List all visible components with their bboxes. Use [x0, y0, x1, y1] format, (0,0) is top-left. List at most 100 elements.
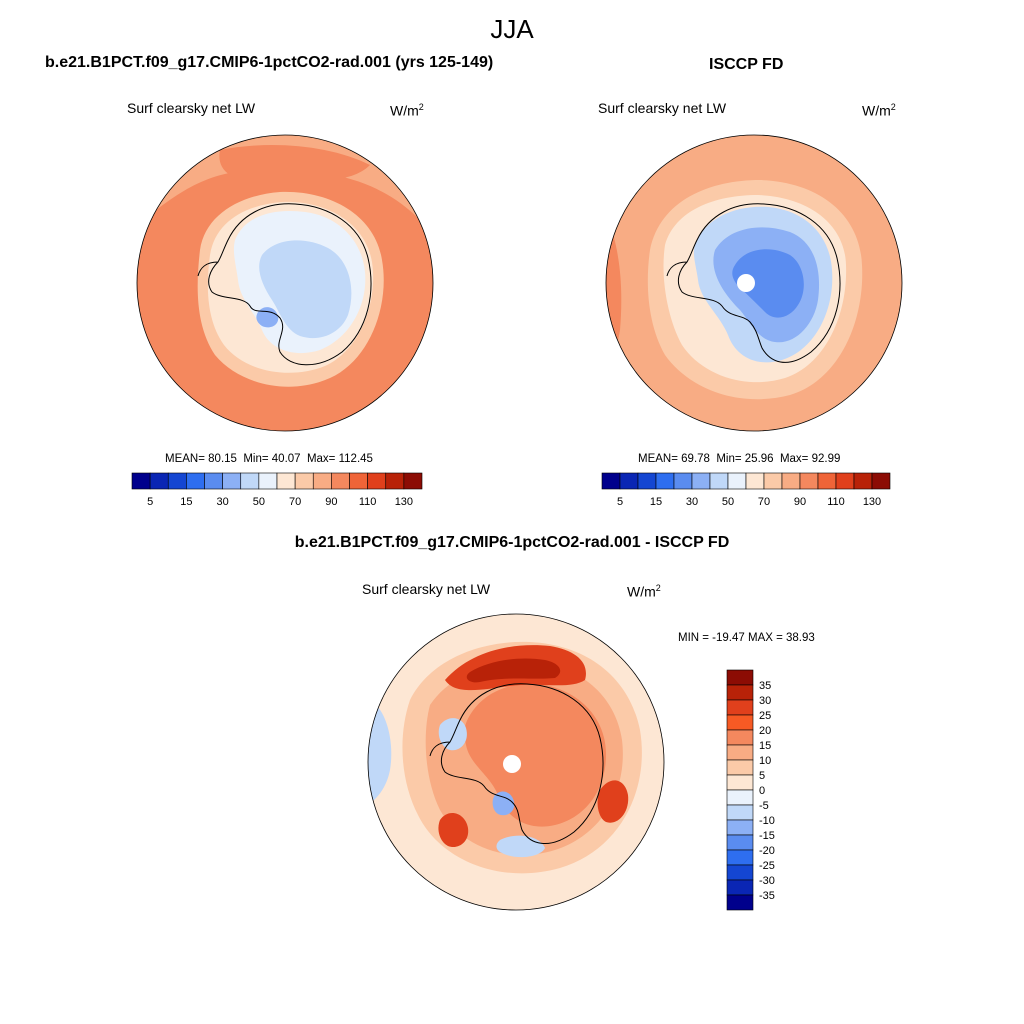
map-right-coastline: [666, 203, 841, 363]
map-left-warm-north: [219, 145, 370, 183]
colorbar-right-tick-label: 15: [650, 496, 662, 508]
panel-diff-variable: Surf clearsky net LW: [362, 581, 491, 597]
colorbar-diff-tick-label: 10: [759, 755, 771, 767]
colorbar-right-tick-label: 5: [617, 496, 623, 508]
colorbar-left-swatch: [331, 472, 350, 490]
colorbar-left-tick-label: 50: [253, 496, 265, 508]
colorbar-diff-tick-label: -10: [759, 815, 775, 827]
panel-right-title: ISCCP FD: [709, 56, 784, 73]
colorbar-right-tick-label: 90: [794, 496, 806, 508]
colorbar-left-tick-label: 15: [180, 496, 192, 508]
map-left: [137, 135, 433, 431]
colorbar-right-tick-label: 110: [827, 496, 845, 508]
panel-left-stats: MEAN= 80.15 Min= 40.07 Max= 112.45: [165, 453, 373, 465]
colorbar-left-swatch: [240, 472, 260, 490]
colorbar-left-tick-label: 70: [289, 496, 301, 508]
colorbar-diff-tick-label: -5: [759, 800, 769, 812]
map-diff-hot-east: [597, 780, 629, 823]
map-diff-coastline: [429, 683, 604, 845]
map-diff-warm-interior: [464, 683, 607, 827]
panel-diff-units: W/m2: [627, 583, 661, 600]
map-right-border: [605, 134, 903, 432]
colorbar-diff-tick-label: -35: [759, 890, 775, 902]
colorbar-left-swatch: [312, 472, 332, 490]
colorbar-right: 5 15 30 50 70 90 110 130: [601, 472, 891, 508]
colorbar-right-swatch: [871, 472, 891, 490]
colorbar-diff-tick-label: -30: [759, 875, 775, 887]
colorbar-left-swatch: [276, 472, 296, 490]
colorbar-left-tick-label: 110: [359, 496, 377, 508]
panel-diff-stats: MIN = -19.47 MAX = 38.93: [678, 632, 815, 644]
colorbar-left-swatch: [131, 472, 151, 490]
colorbar-diff: 35 30 25 20 15 10 5 0 -5 -10 -15 -20 -25 -30 -35: [726, 669, 775, 911]
colorbar-right-swatch: [637, 472, 657, 490]
map-left-ice-blue: [259, 240, 352, 339]
colorbar-diff-swatch: [726, 684, 754, 701]
colorbar-right-swatch: [799, 472, 819, 490]
colorbar-right-swatch: [601, 472, 621, 490]
colorbar-left-swatch: [294, 472, 314, 490]
colorbar-diff-tick-label: 0: [759, 785, 765, 797]
colorbar-diff-swatch: [726, 714, 754, 731]
colorbar-diff-swatch: [726, 849, 754, 866]
colorbar-right-swatch: [691, 472, 711, 490]
map-diff-border: [367, 613, 665, 911]
colorbar-right-tick-label: 30: [686, 496, 698, 508]
map-right-ice-deep: [732, 249, 804, 318]
colorbar-diff-swatch: [726, 864, 754, 881]
colorbar-right-swatch: [619, 472, 639, 490]
map-diff-blue-ross: [492, 791, 515, 816]
colorbar-left-swatch: [222, 472, 242, 490]
colorbar-diff-swatch: [726, 699, 754, 716]
map-diff-blue-west: [368, 700, 392, 805]
colorbar-diff-swatch: [726, 669, 754, 686]
colorbar-right-swatch: [781, 472, 801, 490]
panel-left-variable: Surf clearsky net LW: [127, 100, 256, 116]
colorbar-diff-swatch: [726, 834, 754, 851]
map-diff-hot-core: [466, 658, 561, 683]
season-title: JJA: [490, 14, 534, 44]
panel-left-units: W/m2: [390, 102, 424, 119]
colorbar-diff-swatch: [726, 759, 754, 776]
colorbar-right-swatch: [835, 472, 855, 490]
colorbar-left-swatch: [385, 472, 405, 490]
colorbar-left-swatch: [258, 472, 278, 490]
panel-right-units: W/m2: [862, 102, 896, 119]
colorbar-diff-swatch: [726, 894, 754, 911]
colorbar-left-swatch: [186, 472, 205, 490]
colorbar-diff-swatch: [726, 789, 754, 806]
colorbar-left-tick-label: 130: [395, 496, 413, 508]
colorbar-diff-tick-label: 15: [759, 740, 771, 752]
panel-right-variable: Surf clearsky net LW: [598, 100, 727, 116]
colorbar-right-swatch: [763, 472, 783, 490]
colorbar-diff-tick-label: -25: [759, 860, 775, 872]
colorbar-left-swatch: [167, 472, 187, 490]
map-right: [606, 135, 902, 431]
colorbar-right-swatch: [817, 472, 837, 490]
colorbar-diff-tick-label: 25: [759, 710, 771, 722]
colorbar-right-swatch: [853, 472, 873, 490]
colorbar-right-tick-label: 50: [722, 496, 734, 508]
colorbar-left-tick-label: 5: [147, 496, 153, 508]
colorbar-diff-tick-label: -15: [759, 830, 775, 842]
colorbar-left-tick-label: 30: [217, 496, 229, 508]
panel-left-title: b.e21.B1PCT.f09_g17.CMIP6-1pctCO2-rad.00…: [45, 54, 494, 71]
colorbar-left-tick-label: 90: [325, 496, 337, 508]
map-left-border: [136, 134, 434, 432]
colorbar-left-swatch: [367, 472, 387, 490]
colorbar-diff-tick-label: 20: [759, 725, 771, 737]
colorbar-diff-swatch: [726, 729, 754, 746]
colorbar-right-swatch: [745, 472, 765, 490]
colorbar-diff-swatch: [726, 819, 754, 836]
colorbar-diff-swatch: [726, 804, 754, 821]
colorbar-right-swatch: [709, 472, 729, 490]
colorbar-diff-swatch: [726, 744, 754, 761]
map-diff-pole-mask: [503, 755, 521, 773]
colorbar-right-swatch: [673, 472, 693, 490]
map-diff-hot-west: [438, 813, 469, 848]
colorbar-left-swatch: [149, 472, 169, 490]
colorbar-diff-tick-label: 35: [759, 680, 771, 692]
map-right-pole-mask: [737, 274, 755, 292]
colorbar-right-tick-label: 70: [758, 496, 770, 508]
